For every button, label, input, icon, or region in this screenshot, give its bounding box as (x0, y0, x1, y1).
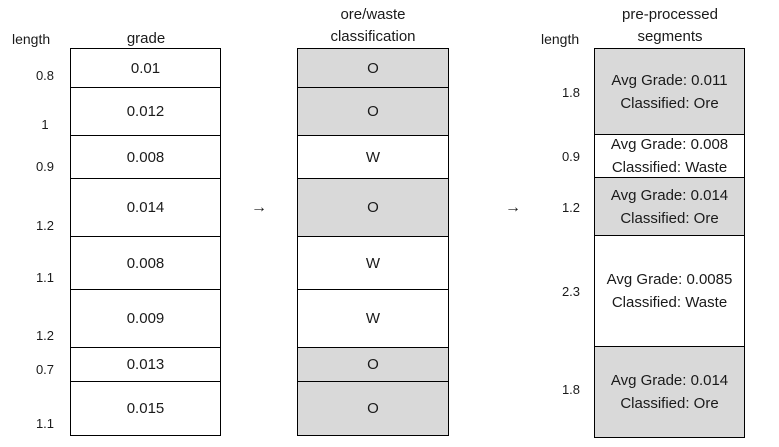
length-label: 1.1 (35, 416, 55, 431)
segment-length-label: 1.8 (561, 382, 581, 397)
classification-cell: W (298, 237, 448, 290)
grade-cell: 0.014 (71, 179, 220, 237)
segments-column: Avg Grade: 0.011 Classified: Ore Avg Grade… (594, 48, 745, 438)
length-label: 0.7 (35, 362, 55, 377)
grade-header: grade (126, 30, 166, 47)
length-label: 1.1 (35, 270, 55, 285)
segment-cell: Avg Grade: 0.014 Classified: Ore (595, 178, 744, 236)
grade-cell: 0.008 (71, 237, 220, 290)
segment-cell: Avg Grade: 0.014 Classified: Ore (595, 347, 744, 438)
segment-length-label: 0.9 (561, 149, 581, 164)
segment-avg-grade: Avg Grade: 0.014 (610, 372, 729, 389)
classification-cell: O (298, 88, 448, 136)
classification-cell: O (298, 179, 448, 237)
segment-length-label: 1.8 (561, 85, 581, 100)
segment-cell: Avg Grade: 0.008 Classified: Waste (595, 135, 744, 178)
segment-cell: Avg Grade: 0.0085 Classified: Waste (595, 236, 744, 347)
segment-cell: Avg Grade: 0.011 Classified: Ore (595, 49, 744, 135)
grade-cell: 0.009 (71, 290, 220, 348)
segment-avg-grade: Avg Grade: 0.011 (611, 71, 728, 89)
segment-classification: Classified: Waste (611, 294, 728, 311)
length-label: 0.9 (35, 159, 55, 174)
length-header-right: length (541, 31, 580, 47)
classification-cell: W (298, 136, 448, 179)
segment-avg-grade: Avg Grade: 0.008 (610, 136, 729, 153)
classification-cell: O (298, 49, 448, 88)
segment-classification: Classified: Ore (620, 209, 719, 227)
arrow-right-icon: → (505, 199, 521, 216)
segment-length-label: 1.2 (561, 200, 581, 215)
classification-cell: W (298, 290, 448, 348)
grade-cell: 0.008 (71, 136, 220, 179)
segments-header: pre-processed segments (622, 6, 718, 45)
length-label: 1 (41, 117, 49, 132)
length-header-left: length (12, 31, 51, 47)
grade-cell: 0.012 (71, 88, 220, 136)
length-label: 1.2 (35, 218, 55, 233)
segment-classification: Classified: Ore (620, 395, 719, 412)
segment-length-label: 2.3 (561, 284, 581, 299)
grade-cell: 0.01 (71, 49, 220, 88)
segment-classification: Classified: Ore (620, 94, 719, 112)
length-label: 0.8 (35, 68, 55, 83)
segment-classification: Classified: Waste (611, 159, 728, 176)
length-label: 1.2 (35, 328, 55, 343)
segment-avg-grade: Avg Grade: 0.014 (610, 186, 729, 204)
classification-cell: O (298, 348, 448, 382)
grade-cell: 0.015 (71, 382, 220, 436)
classification-header: ore/waste classification (330, 6, 416, 45)
segment-avg-grade: Avg Grade: 0.0085 (606, 271, 733, 288)
grade-cell: 0.013 (71, 348, 220, 382)
classification-cell: O (298, 382, 448, 436)
grade-column: 0.01 0.012 0.008 0.014 0.008 0.009 0.013 0.015 (70, 48, 221, 436)
arrow-right-icon: → (251, 199, 267, 216)
